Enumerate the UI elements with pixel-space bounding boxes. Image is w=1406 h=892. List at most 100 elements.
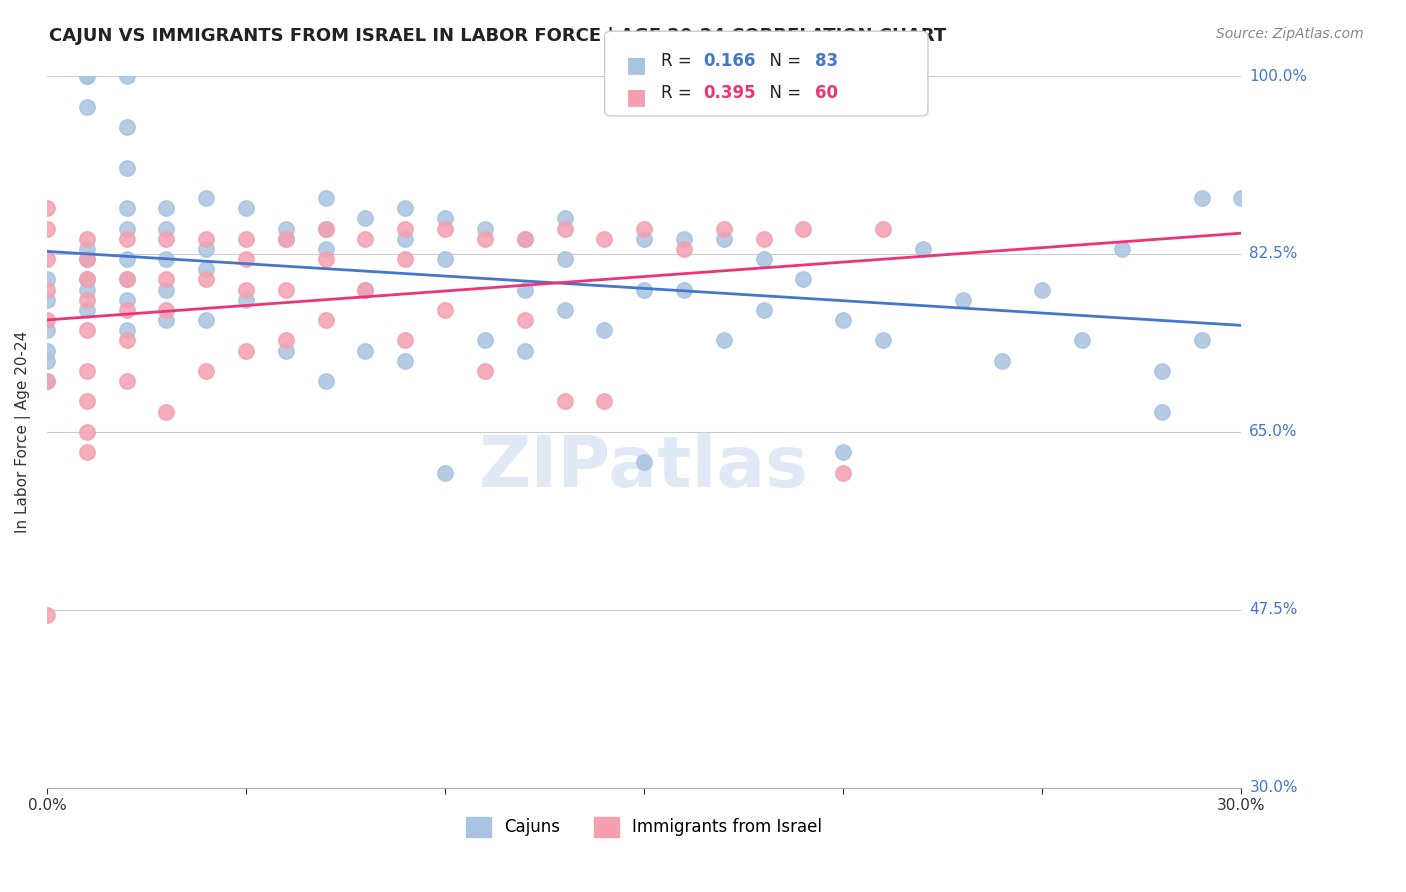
Text: 100.0%: 100.0% [1250,69,1308,84]
Point [155,221,177,235]
Point [911,242,934,256]
Text: 30.0%: 30.0% [1250,780,1298,796]
Point [115,201,138,215]
Point [1230,191,1253,205]
Text: R =: R = [661,84,697,102]
Point [235,293,257,307]
Text: 65.0%: 65.0% [1250,425,1298,440]
Point [1191,191,1213,205]
Point [195,364,218,378]
Point [155,232,177,246]
Point [76,252,98,266]
Point [35,272,58,286]
Point [394,334,416,348]
Point [155,201,177,215]
Point [274,232,297,246]
Point [76,272,98,286]
Point [315,374,337,388]
Text: Source: ZipAtlas.com: Source: ZipAtlas.com [1216,27,1364,41]
Point [76,252,98,266]
Point [593,394,616,409]
Point [354,343,377,358]
Point [434,466,457,480]
Point [474,221,496,235]
Point [76,232,98,246]
Point [115,120,138,134]
Point [35,283,58,297]
Point [952,293,974,307]
Point [434,211,457,226]
Point [235,252,257,266]
Point [35,201,58,215]
Text: CAJUN VS IMMIGRANTS FROM ISRAEL IN LABOR FORCE | AGE 20-24 CORRELATION CHART: CAJUN VS IMMIGRANTS FROM ISRAEL IN LABOR… [49,27,946,45]
Point [115,293,138,307]
Point [354,283,377,297]
Point [195,272,218,286]
Point [35,323,58,337]
Point [155,302,177,317]
Text: 0.395: 0.395 [703,84,755,102]
Point [474,334,496,348]
Point [354,283,377,297]
Point [274,221,297,235]
Point [633,221,655,235]
Text: 0.166: 0.166 [703,52,755,70]
Point [76,323,98,337]
Point [672,242,695,256]
Point [554,394,576,409]
Point [554,302,576,317]
Point [394,252,416,266]
Point [315,252,337,266]
Point [792,221,814,235]
Point [155,252,177,266]
Y-axis label: In Labor Force | Age 20-24: In Labor Force | Age 20-24 [15,331,31,533]
Point [235,283,257,297]
Point [195,262,218,277]
Point [554,221,576,235]
Point [35,293,58,307]
Point [1031,283,1053,297]
Point [274,283,297,297]
Point [1191,334,1213,348]
Point [76,364,98,378]
Point [76,69,98,83]
Point [434,252,457,266]
Point [76,69,98,83]
Point [274,232,297,246]
Point [1071,334,1094,348]
Point [115,323,138,337]
Point [76,394,98,409]
Point [832,466,855,480]
Point [35,353,58,368]
Point [633,232,655,246]
Point [1150,404,1173,418]
Text: ■: ■ [626,55,647,75]
Point [76,242,98,256]
Point [115,272,138,286]
Point [554,252,576,266]
Point [76,293,98,307]
Point [235,201,257,215]
Point [713,221,735,235]
Point [274,334,297,348]
Point [752,302,775,317]
Text: 47.5%: 47.5% [1250,602,1298,617]
Point [315,191,337,205]
Point [195,191,218,205]
Point [115,252,138,266]
Point [115,302,138,317]
Text: ■: ■ [626,87,647,107]
Legend: Cajuns, Immigrants from Israel: Cajuns, Immigrants from Israel [460,810,830,844]
Point [513,343,536,358]
Point [35,374,58,388]
Point [474,364,496,378]
Point [115,69,138,83]
Text: ZIPatlas: ZIPatlas [479,433,810,502]
Point [354,232,377,246]
Point [513,283,536,297]
Point [434,221,457,235]
Point [554,211,576,226]
Point [35,374,58,388]
Point [752,252,775,266]
Text: N =: N = [759,52,807,70]
